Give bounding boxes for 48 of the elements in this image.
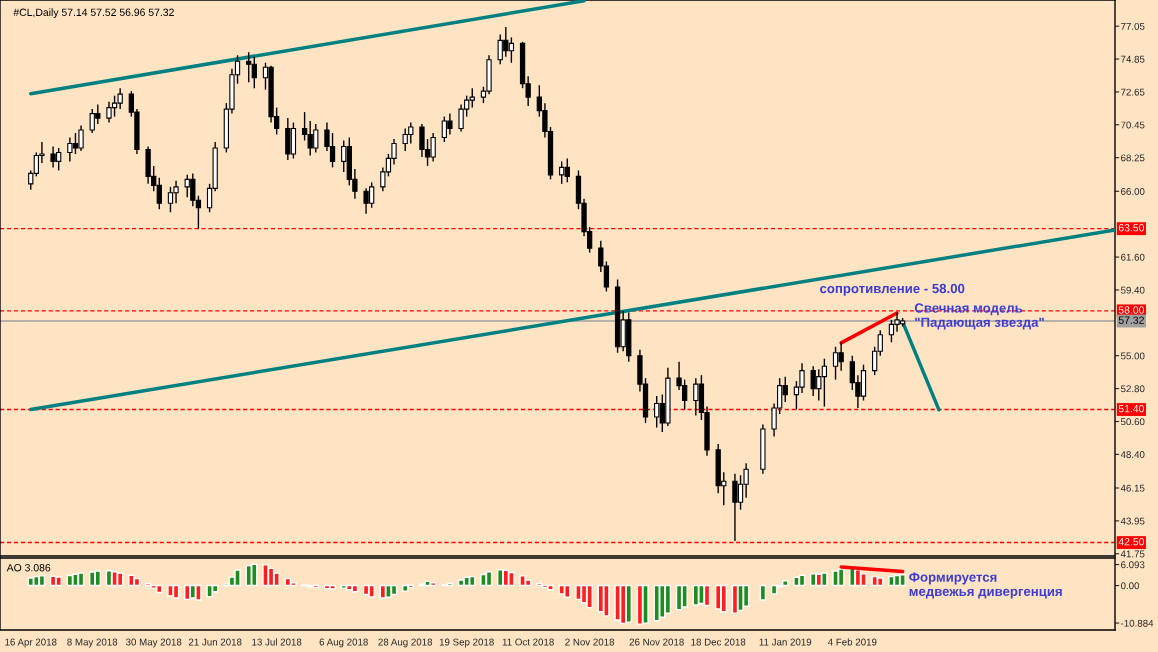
y-tick-label: 59.40 (1120, 286, 1145, 294)
text: #CL,Daily 57.14 57.52 56.96 57.32 (13, 8, 174, 19)
y-tick-label: 70.45 (1121, 121, 1145, 129)
x-tick-label: 8 May 2018 (67, 638, 118, 648)
y-tick-label: -10.884 (1120, 619, 1154, 627)
ref-line-label: 58.00 (1118, 306, 1144, 314)
annotation: Формируется медвежья дивергенция (909, 572, 1062, 599)
x-tick-label: 19 Sep 2018 (439, 638, 494, 648)
bar (536, 582, 543, 587)
x-tick-label: 26 Nov 2018 (629, 638, 684, 646)
annotation: сопротивление - 58.00 (820, 283, 965, 296)
y-tick-label: 68.25 (1121, 154, 1145, 162)
ref-line-label: 42.50 (1118, 537, 1144, 546)
bar (809, 573, 817, 587)
ref-line-label: 51.40 (1118, 404, 1144, 413)
bar (759, 584, 767, 601)
x-tick-label: 18 Dec 2018 (691, 638, 746, 646)
x-tick-label: 4 Feb 2019 (827, 638, 877, 646)
y-tick-label: 61.60 (1121, 253, 1145, 261)
y-tick-label: 72.65 (1121, 88, 1145, 96)
x-tick-label: 2 Nov 2018 (565, 638, 615, 646)
x-tick-label: 28 Aug 2018 (378, 638, 433, 648)
y-tick-label: 0.00 (1120, 582, 1140, 590)
y-tick-label: 50.60 (1120, 418, 1145, 426)
y-tick-label: 66.00 (1121, 188, 1145, 195)
y-tick-label: 48.40 (1120, 451, 1145, 458)
bar (575, 584, 582, 601)
y-tick-label: 6.093 (1121, 561, 1145, 569)
annotation: Свечная модель "Падающая звезда" (914, 303, 1044, 330)
chart-title: AO 3.086 (6, 564, 51, 572)
bar (888, 575, 895, 587)
y-tick-label: 43.95 (1120, 517, 1145, 525)
x-tick-label: 6 Aug 2018 (319, 638, 368, 648)
x-tick-label: 11 Oct 2018 (502, 638, 554, 646)
y-tick-label: 74.85 (1121, 55, 1145, 63)
y-tick-label: 52.80 (1120, 385, 1145, 393)
y-tick-label: 77.05 (1121, 22, 1145, 30)
x-tick-label: 21 Jun 2018 (188, 638, 242, 646)
x-tick-label: 13 Jul 2018 (252, 638, 302, 646)
bar (184, 584, 191, 601)
ref-line-label: 57.32 (1118, 316, 1144, 324)
x-tick-label: 30 May 2018 (125, 638, 182, 648)
y-tick-label: 55.00 (1120, 352, 1145, 360)
ref-line-label: 63.50 (1118, 224, 1144, 232)
x-tick-label: 16 Apr 2018 (5, 638, 57, 648)
x-tick-label: 11 Jan 2019 (759, 638, 812, 646)
y-tick-label: 41.75 (1120, 550, 1145, 558)
y-tick-label: 46.15 (1120, 484, 1145, 492)
